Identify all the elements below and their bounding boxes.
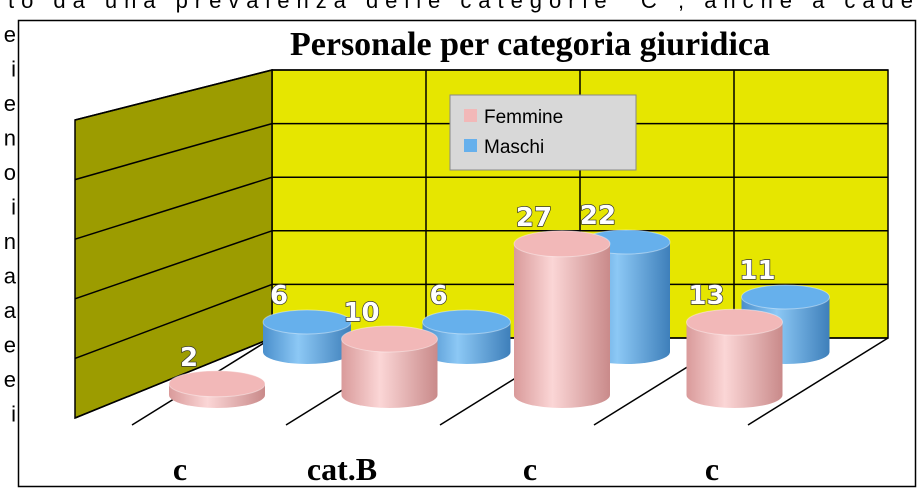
chart-title: Personale per categoria giuridica	[290, 26, 770, 63]
grid-line	[74, 69, 273, 121]
cylinder-top	[168, 370, 266, 398]
cylinder-top	[513, 230, 611, 258]
grid-line	[74, 176, 273, 240]
grid-line	[74, 337, 273, 419]
document-fragment: e	[4, 22, 16, 47]
x-tick-label: c	[523, 451, 537, 487]
cylinder	[686, 308, 783, 408]
x-tick-label: c	[705, 451, 719, 487]
cylinder	[341, 325, 438, 408]
document-fragment: i	[11, 195, 16, 220]
cylinder-top	[422, 309, 511, 335]
value-label: 2	[180, 343, 198, 373]
grid-line	[74, 122, 273, 181]
cylinder	[262, 309, 352, 364]
cylinder-top	[741, 284, 830, 310]
document-fragment: a	[4, 298, 17, 323]
value-label: 13	[688, 281, 724, 311]
x-tick-label: cat.B	[307, 451, 377, 487]
x-tick-label: c	[173, 451, 187, 487]
cylinder	[168, 370, 266, 408]
legend-box	[449, 94, 637, 171]
document-fragment: e	[4, 333, 16, 358]
document-fragment: n	[4, 126, 16, 151]
legend-swatch	[464, 109, 477, 122]
cylinder	[513, 230, 611, 408]
document-fragment: i	[11, 57, 16, 82]
cylinder-top	[341, 325, 438, 353]
document-fragment: a	[4, 264, 17, 289]
cylinder-body	[514, 243, 610, 395]
value-label: 6	[429, 281, 447, 311]
grid-line	[74, 230, 273, 300]
document-fragment: o	[4, 160, 16, 185]
value-label: 11	[739, 256, 775, 286]
legend-label: Maschi	[484, 137, 544, 158]
cylinder-top	[262, 309, 352, 335]
legend-label: Femmine	[484, 107, 563, 128]
value-label: 6	[270, 281, 288, 311]
floor-line	[747, 337, 889, 426]
grid-line	[74, 283, 273, 360]
value-label: 10	[343, 298, 379, 328]
document-fragment: n	[4, 229, 16, 254]
value-label: 22	[580, 201, 616, 231]
value-label: 27	[516, 203, 552, 233]
document-fragment: e	[4, 91, 16, 116]
document-line: to da una prevalenza delle categorie “C”…	[8, 0, 913, 13]
document-fragment: i	[11, 402, 16, 427]
cylinder	[422, 309, 511, 364]
legend-swatch	[464, 139, 477, 152]
cylinder-top	[686, 308, 783, 336]
document-fragment: e	[4, 367, 16, 392]
